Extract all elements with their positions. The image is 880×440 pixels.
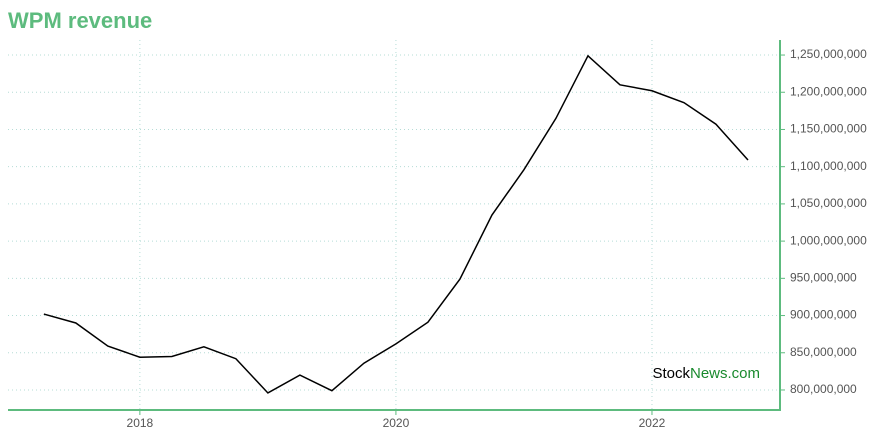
y-tick-label: 1,150,000,000 [790,122,867,136]
line-series [43,54,749,394]
x-tick-label: 2018 [127,416,154,430]
chart-title: WPM revenue [8,8,152,33]
y-tick-label: 1,200,000,000 [790,84,867,98]
watermark-part: News.com [690,365,760,382]
y-tick-label: 800,000,000 [790,382,857,396]
y-tick-label: 850,000,000 [790,345,857,359]
y-tick-label: 1,050,000,000 [790,196,867,210]
y-tick-label: 1,250,000,000 [790,47,867,61]
watermark: StockNews.com [652,365,760,382]
y-tick-label: 1,000,000,000 [790,233,867,247]
x-tick-label: 2022 [639,416,666,430]
watermark-part: Stock [652,365,690,382]
y-tick-label: 950,000,000 [790,271,857,285]
y-tick-label: 1,100,000,000 [790,159,867,173]
y-tick-label: 900,000,000 [790,308,857,322]
x-tick-label: 2020 [383,416,410,430]
